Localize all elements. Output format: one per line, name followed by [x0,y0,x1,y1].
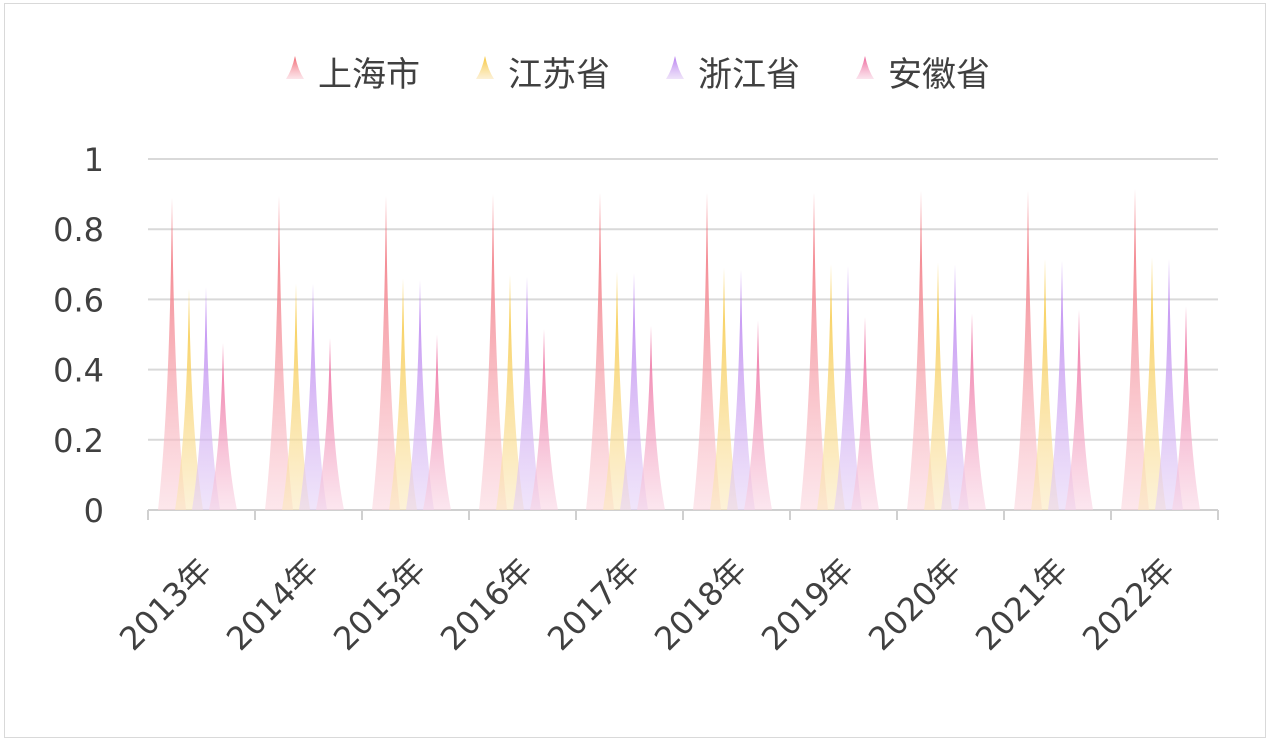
x-tick-label: 2017年 [540,551,647,658]
plot-area [158,188,1200,511]
spike-s2-c5[interactable] [603,271,631,510]
spike-s1-c3[interactable] [372,195,400,511]
y-tick-label: 0.4 [53,352,104,390]
x-axis: 2013年 2014年 2015年 2016年 2017年 2018年 2019年 2020年… [112,510,1219,658]
spike-s4-c1[interactable] [209,343,237,510]
spike-s1-c2[interactable] [265,195,293,511]
spike-s4-c6[interactable] [744,320,772,510]
spike-s4-c8[interactable] [958,313,986,510]
spike-s3-c7[interactable] [834,266,862,510]
x-tick-label: 2019年 [754,551,861,658]
y-tick-label: 0.6 [53,281,104,319]
spike-s4-c3[interactable] [423,334,451,511]
legend-label-2[interactable]: 江苏省 [508,55,610,95]
spike-s1-c8[interactable] [907,190,935,510]
legend-marker-4 [856,56,874,79]
spike-s3-c1[interactable] [192,287,220,510]
legend-label-1[interactable]: 上海市 [318,55,420,95]
y-tick-label: 1 [84,141,104,179]
spike-s1-c10[interactable] [1121,188,1149,510]
spike-s4-c7[interactable] [851,316,879,510]
spike-s1-c5[interactable] [586,192,614,510]
legend: 上海市 江苏省 浙江省 安徽省 [286,55,990,95]
x-tick-label: 2016年 [433,551,540,658]
spike-s2-c1[interactable] [175,288,203,510]
legend-label-4[interactable]: 安徽省 [888,55,990,95]
legend-marker-1 [286,56,304,79]
spike-s4-c10[interactable] [1172,306,1200,510]
x-tick-label: 2020年 [861,551,968,658]
x-tick-label: 2014年 [219,551,326,658]
spike-s4-c4[interactable] [530,329,558,510]
spike-s1-c1[interactable] [158,197,186,511]
spike-s3-c6[interactable] [727,269,755,510]
spike-s1-c4[interactable] [479,194,507,510]
spike-s2-c3[interactable] [389,278,417,510]
spike-s1-c9[interactable] [1014,190,1042,510]
spike-s3-c8[interactable] [941,264,969,510]
spike-s2-c7[interactable] [817,264,845,510]
x-tick-label: 2018年 [647,551,754,658]
spike-s4-c2[interactable] [316,338,344,510]
spike-s2-c6[interactable] [710,267,738,510]
x-tick-label: 2022年 [1075,551,1182,658]
spike-s3-c9[interactable] [1048,260,1076,510]
y-tick-label: 0.8 [53,211,104,249]
spike-s2-c8[interactable] [924,262,952,510]
spike-s3-c10[interactable] [1155,259,1183,510]
spike-s2-c9[interactable] [1031,259,1059,510]
spike-s4-c9[interactable] [1065,309,1093,510]
spike-s1-c7[interactable] [800,192,828,510]
spike-s3-c5[interactable] [620,273,648,510]
spike-s2-c2[interactable] [282,283,310,510]
x-tick-label: 2013年 [112,551,219,658]
x-tick-label: 2015年 [326,551,433,658]
x-tick-label: 2021年 [968,551,1075,658]
y-tick-label: 0.2 [53,422,104,460]
legend-label-3[interactable]: 浙江省 [698,55,800,95]
spike-s1-c6[interactable] [693,192,721,510]
spike-s3-c3[interactable] [406,280,434,510]
y-tick-label: 0 [84,492,104,530]
spike-s4-c5[interactable] [637,325,665,510]
spike-s3-c4[interactable] [513,276,541,510]
legend-marker-2 [476,56,494,79]
spike-s3-c2[interactable] [299,283,327,510]
y-axis: 0 0.2 0.4 0.6 0.8 1 [53,141,104,530]
legend-marker-3 [666,56,684,79]
spike-s2-c4[interactable] [496,274,524,510]
spike-s2-c10[interactable] [1138,257,1166,510]
